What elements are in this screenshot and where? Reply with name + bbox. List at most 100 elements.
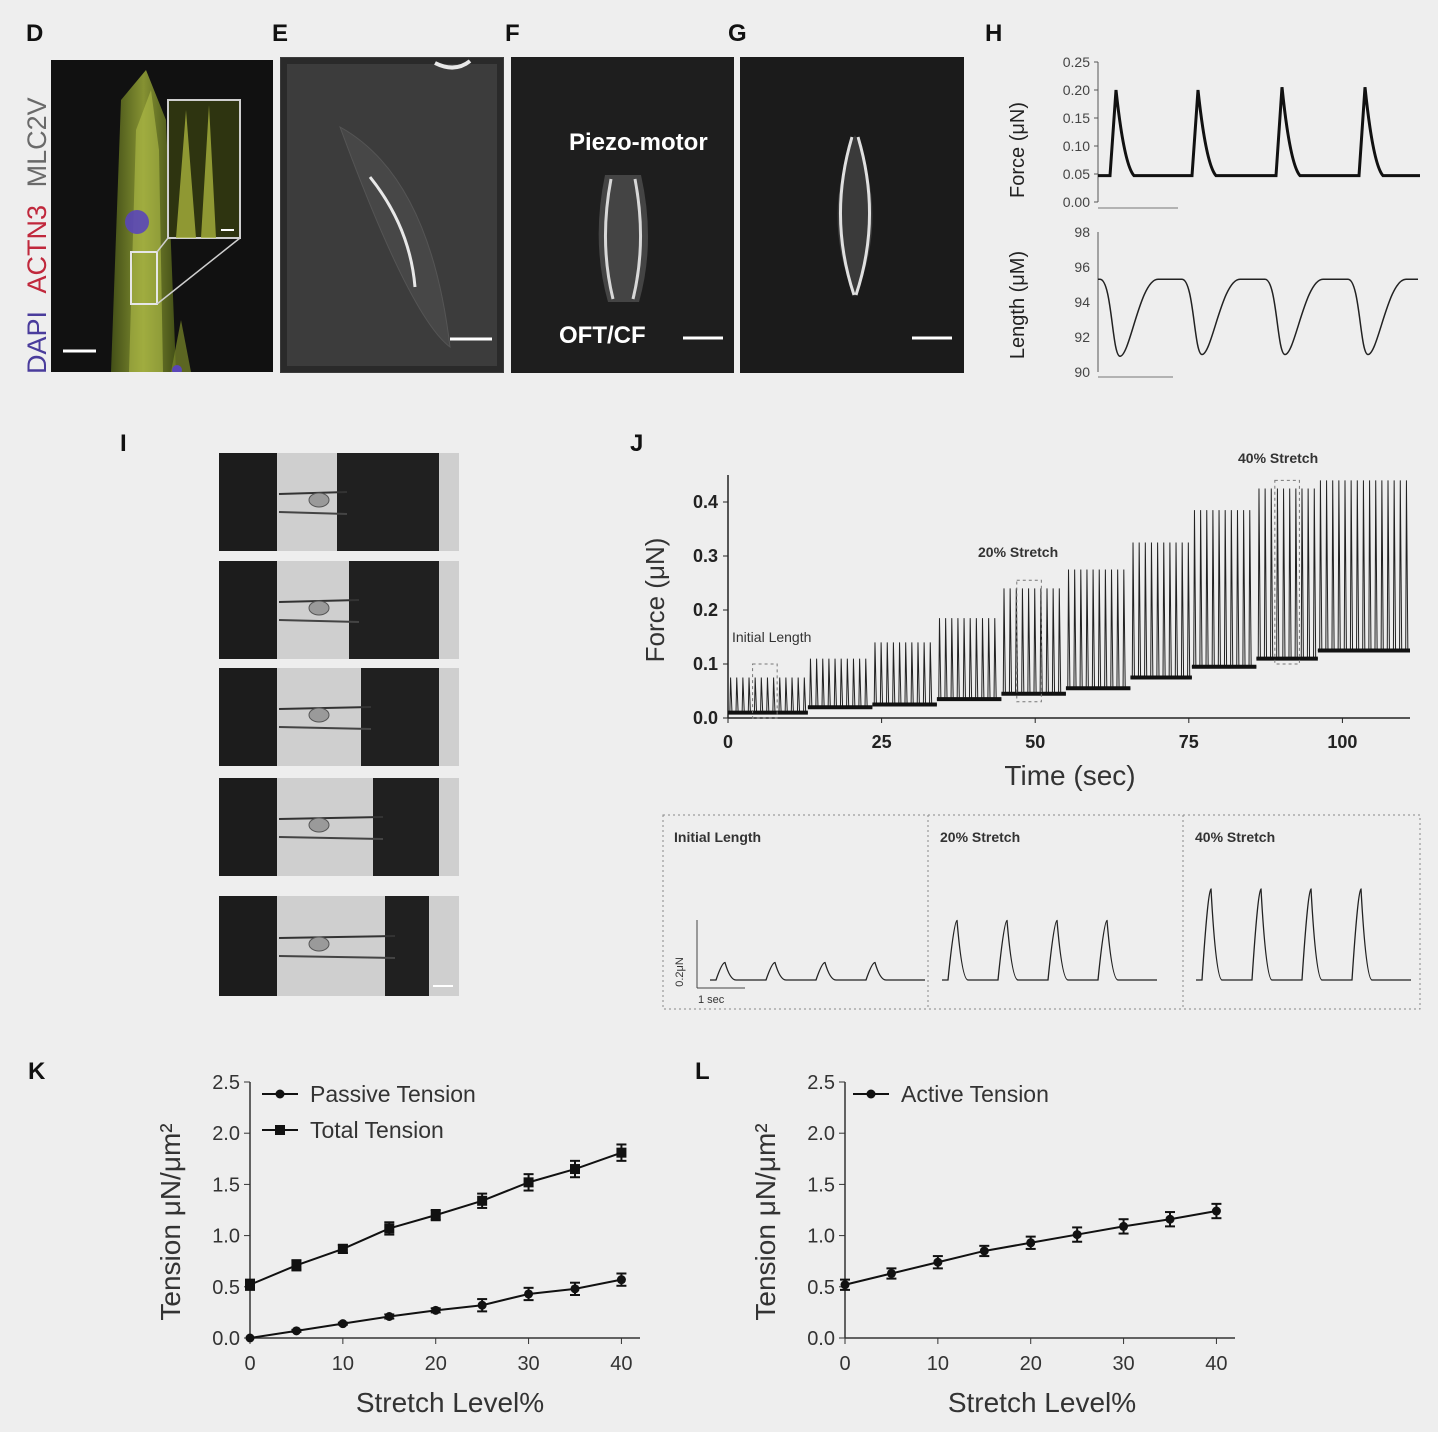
- cell-nucleus: [308, 600, 330, 616]
- fluorescence-image: [63, 70, 241, 372]
- ytick-label: 2.5: [807, 1072, 835, 1094]
- j-ytick-label: 0.3: [693, 546, 718, 566]
- piezo-motor-annotation: Piezo-motor: [569, 129, 708, 156]
- ytick-label: 1.5: [807, 1174, 835, 1196]
- panel-h-traces: 0.00 0.05 0.10 0.15 0.20 0.25 90 92 94 96 98 Forc…: [1007, 54, 1420, 380]
- j-trace-segment: [872, 642, 937, 705]
- cell-upper-edge: [278, 491, 348, 495]
- j-box-initial: [752, 663, 778, 719]
- data-point: [616, 1147, 627, 1158]
- h-force-tick-label: 0.20: [1063, 82, 1090, 98]
- force-trace-plot: 0.00 0.05 0.10 0.15 0.20 0.25: [1063, 54, 1420, 210]
- j-trace-segment: [1065, 569, 1131, 689]
- h-length-trace: [1098, 278, 1418, 358]
- data-point: [1072, 1230, 1082, 1240]
- h-force-tick-label: 0.10: [1063, 138, 1090, 154]
- j-trace-segment: [728, 677, 808, 714]
- data-point: [337, 1243, 348, 1254]
- ytick-label: 0.5: [212, 1277, 240, 1299]
- left-probe: [219, 561, 277, 659]
- j-xtick-label: 0: [723, 732, 733, 752]
- data-point: [570, 1164, 580, 1175]
- ytick-label: 1.0: [807, 1226, 835, 1248]
- data-point: [570, 1284, 580, 1294]
- brightfield-micrograph-g: [740, 57, 964, 373]
- j-box-40: [1274, 479, 1300, 665]
- data-point: [616, 1275, 626, 1285]
- j-trace-segment: [1001, 588, 1066, 695]
- panel-l-chart: 0.0 0.5 1.0 1.5 2.0 2.5 0 10 20 30 40 Active Tensio…: [750, 1072, 1235, 1418]
- panel-label-h: H: [985, 20, 1003, 47]
- channel-label-dapi: DAPI: [22, 310, 52, 374]
- data-point: [523, 1177, 534, 1188]
- inset-traces: [662, 814, 1421, 1010]
- data-point: [886, 1268, 896, 1278]
- panel-j-insets: Initial Length 20% Stretch 40% Stretch 0…: [662, 814, 1421, 1010]
- data-point: [430, 1210, 441, 1221]
- ytick-label: 0.0: [212, 1328, 240, 1350]
- legend-label: Passive Tension: [310, 1081, 476, 1107]
- j-xlabel: Time (sec): [1004, 760, 1135, 791]
- legend-label: Total Tension: [310, 1117, 444, 1143]
- legend-label: Active Tension: [901, 1081, 1049, 1107]
- data-point: [524, 1289, 534, 1299]
- ytick-label: 0.5: [807, 1277, 835, 1299]
- data-point: [384, 1311, 394, 1321]
- ytick-label: 0.0: [807, 1328, 835, 1350]
- panel-label-d: D: [26, 20, 44, 47]
- l-plot: 0.0 0.5 1.0 1.5 2.0 2.5 0 10 20 30 40 Active Tensio…: [807, 1072, 1235, 1375]
- left-probe: [219, 778, 277, 876]
- data-point: [1119, 1221, 1129, 1231]
- stretch-frame: [219, 668, 459, 766]
- panel-k-chart: 0.0 0.5 1.0 1.5 2.0 2.5 0 10 20 30 40 Passive Tensi…: [155, 1072, 640, 1418]
- data-point: [1165, 1214, 1175, 1224]
- j-trace-segment: [936, 618, 1002, 700]
- k-ylabel: Tension μN/μm²: [155, 1123, 186, 1320]
- oft-cf-annotation: OFT/CF: [559, 322, 646, 349]
- xtick-label: 0: [244, 1353, 255, 1375]
- k-plot: 0.0 0.5 1.0 1.5 2.0 2.5 0 10 20 30 40 Passive Tensi…: [212, 1072, 640, 1375]
- data-point: [384, 1223, 395, 1234]
- j-trace-segment: [1317, 480, 1410, 651]
- channel-label-actn3: ACTN3: [22, 204, 52, 294]
- data-point: [979, 1246, 989, 1256]
- xtick-label: 30: [1112, 1353, 1134, 1375]
- inset-trace: [942, 919, 1157, 981]
- inset-trace: [1196, 888, 1411, 981]
- j-main-plot: 0.0 0.1 0.2 0.3 0.4 0 25 50 75 100: [693, 475, 1410, 752]
- data-point: [245, 1333, 255, 1343]
- ytick-label: 2.0: [212, 1123, 240, 1145]
- data-point: [431, 1305, 441, 1315]
- cell-image-f: [511, 57, 734, 373]
- cell-upper-edge: [278, 706, 372, 710]
- right-probe: [385, 896, 429, 996]
- panel-label-j: J: [630, 430, 644, 457]
- data-point: [291, 1326, 301, 1336]
- cell-nucleus: [308, 492, 330, 508]
- cell-image-g: [740, 57, 964, 373]
- j-trace-segment: [1191, 510, 1257, 668]
- inset-title-40: 40% Stretch: [1195, 829, 1275, 845]
- j-ylabel: Force (μN): [640, 538, 670, 663]
- ytick-label: 1.5: [212, 1174, 240, 1196]
- j-xtick-label: 25: [872, 732, 892, 752]
- stretch-frame: [219, 896, 459, 996]
- xtick-label: 40: [610, 1353, 632, 1375]
- h-length-tick-label: 98: [1074, 224, 1090, 240]
- inset-title-initial: Initial Length: [674, 829, 761, 845]
- h-length-tick-label: 94: [1074, 294, 1090, 310]
- h-force-tick-label: 0.00: [1063, 194, 1090, 210]
- cell-lower-edge: [278, 836, 384, 840]
- j-box-20: [1016, 579, 1042, 703]
- h-length-ylabel: Length (μM): [1007, 251, 1029, 359]
- stretch-image-strip: [219, 453, 459, 997]
- j-xtick-label: 50: [1025, 732, 1045, 752]
- data-point: [933, 1257, 943, 1267]
- legend-marker: [275, 1125, 285, 1135]
- data-point: [338, 1319, 348, 1329]
- cell-upper-edge: [278, 935, 396, 939]
- h-force-ylabel: Force (μN): [1007, 102, 1029, 198]
- cell-nucleus: [308, 817, 330, 833]
- brightfield-micrograph-f: Piezo-motor OFT/CF: [511, 57, 734, 373]
- panel-label-l: L: [695, 1058, 710, 1085]
